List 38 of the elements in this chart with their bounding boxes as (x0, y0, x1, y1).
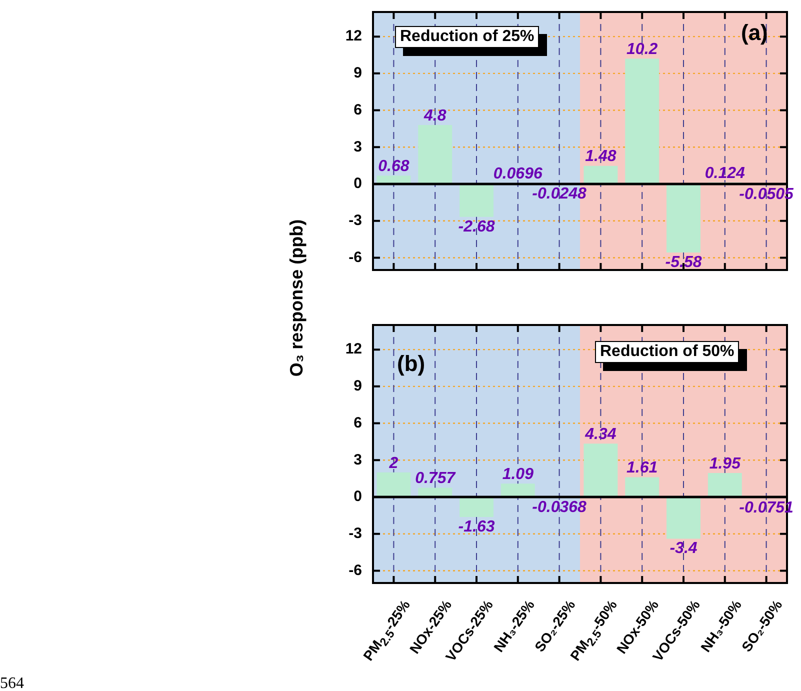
y-tick-label: -3 (348, 212, 362, 229)
data-label: -5.58 (665, 254, 702, 271)
data-label: -3.4 (670, 540, 698, 558)
y-tick-label: 3 (354, 138, 362, 156)
data-label: 2 (388, 454, 398, 472)
data-label: 4.8 (422, 107, 446, 124)
data-label: -2.68 (458, 218, 495, 236)
text: 564 (0, 675, 24, 691)
y-tick-label: 6 (354, 414, 362, 432)
y-tick-label: -3 (348, 525, 362, 542)
data-label: -0.0368 (532, 498, 587, 516)
data-label: 1.61 (626, 460, 658, 477)
y-tick-label: 12 (345, 340, 362, 358)
data-label: 4.34 (584, 426, 616, 444)
y-tick-label: 0 (354, 175, 362, 192)
y-tick-label: -6 (348, 248, 362, 266)
y-tick-label: 6 (354, 101, 362, 118)
data-label: 0.68 (378, 158, 410, 176)
annotation: (b) (397, 351, 426, 377)
annotation: Reduction of 50% (595, 341, 740, 363)
data-label: 10.2 (626, 41, 658, 58)
data-label: 0.0696 (493, 166, 542, 183)
annotation: Reduction of 25% (395, 26, 540, 48)
data-label: -1.63 (458, 518, 495, 536)
data-label: -0.0248 (532, 186, 587, 203)
annotation: (a) (741, 20, 768, 46)
data-label: 1.09 (502, 466, 534, 484)
y-tick-label: 12 (345, 28, 362, 45)
data-label: 0.757 (415, 470, 456, 488)
data-label: 0.124 (704, 164, 746, 182)
y-tick-label: 9 (354, 378, 362, 395)
y-tick-label: 3 (354, 451, 362, 468)
data-label: 1.95 (709, 455, 742, 472)
y-tick-label: -6 (348, 562, 362, 579)
data-label: 1.48 (585, 148, 616, 166)
y-tick-label: 0 (354, 488, 362, 506)
y-axis-title: O₃ response (ppb) (286, 219, 308, 377)
y-tick-label: 9 (354, 64, 362, 82)
